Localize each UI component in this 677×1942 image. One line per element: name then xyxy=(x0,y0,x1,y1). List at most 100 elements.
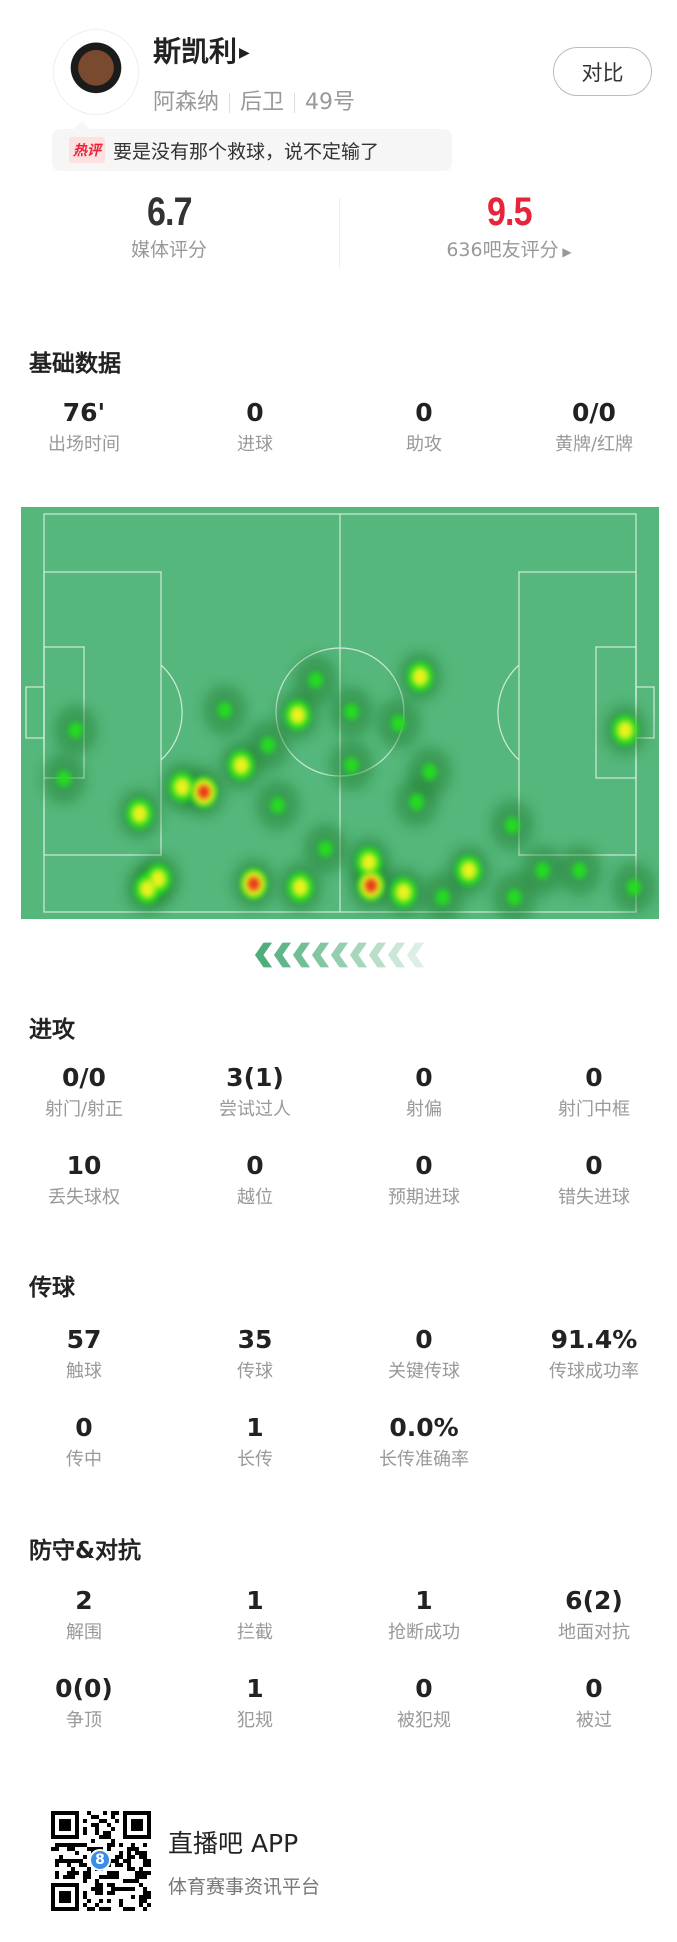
stat-value: 0 xyxy=(585,1151,603,1180)
heat-spot xyxy=(292,878,309,897)
heat-spot xyxy=(308,672,323,689)
heat-spot xyxy=(261,737,276,754)
section-attack-title: 进攻 xyxy=(29,1017,75,1043)
heat-spot xyxy=(391,715,406,732)
stat-label: 犯规 xyxy=(237,1710,273,1731)
stat-attack: 0/0 射门/射正 xyxy=(0,1063,169,1121)
stat-defense: 1 抢断成功 xyxy=(339,1586,509,1644)
player-name-text: 斯凯利 xyxy=(153,35,238,68)
stat-value: 0.0% xyxy=(389,1413,459,1442)
stat-basic: 0 助攻 xyxy=(339,398,509,456)
stat-label: 错失进球 xyxy=(558,1187,630,1208)
stat-value: 6(2) xyxy=(565,1586,623,1615)
app-name: 直播吧 APP xyxy=(168,1829,299,1858)
heat-spot xyxy=(460,861,477,880)
stat-label: 出场时间 xyxy=(48,434,120,455)
stat-label: 地面对抗 xyxy=(558,1622,630,1643)
stat-value: 91.4% xyxy=(550,1325,638,1354)
stat-label: 触球 xyxy=(66,1361,102,1382)
player-name[interactable]: 斯凯利 ▶ xyxy=(153,30,250,70)
stat-value: 0/0 xyxy=(572,398,616,427)
heat-spot xyxy=(409,793,424,811)
stat-value: 2 xyxy=(75,1586,93,1615)
stat-value: 0 xyxy=(585,1063,603,1092)
play-arrow-icon: ▶ xyxy=(239,45,250,61)
section-passing-title: 传球 xyxy=(29,1275,75,1301)
heat-spot xyxy=(174,777,191,797)
stat-defense: 0 被犯规 xyxy=(339,1674,509,1732)
heat-spot xyxy=(344,703,359,720)
heat-spot xyxy=(197,785,210,799)
stat-label: 长传准确率 xyxy=(379,1449,469,1470)
heat-spot xyxy=(318,840,333,857)
heat-spot xyxy=(131,804,148,823)
stat-label: 尝试过人 xyxy=(219,1099,291,1120)
heat-spot xyxy=(360,852,377,872)
stat-attack: 0 射门中框 xyxy=(509,1063,677,1121)
player-avatar[interactable] xyxy=(53,29,139,115)
stat-attack: 10 丢失球权 xyxy=(0,1151,169,1209)
chevron-left-icon xyxy=(254,942,273,968)
stat-passing: 57 触球 xyxy=(0,1325,169,1383)
stat-label: 传中 xyxy=(66,1449,102,1470)
stat-basic: 76' 出场时间 xyxy=(0,398,169,456)
shirt-number: 49号 xyxy=(305,90,356,115)
stat-label: 抢断成功 xyxy=(388,1622,460,1643)
heat-spot xyxy=(395,883,412,902)
stat-label: 助攻 xyxy=(406,434,442,455)
stat-attack: 0 越位 xyxy=(170,1151,340,1209)
stat-value: 0 xyxy=(415,398,433,427)
hot-comment[interactable]: 热评 要是没有那个救球，说不定输了 xyxy=(52,121,452,171)
stat-attack: 3(1) 尝试过人 xyxy=(170,1063,340,1121)
stat-label: 传球 xyxy=(237,1361,273,1382)
heat-spot xyxy=(572,862,587,879)
app-tagline: 体育赛事资讯平台 xyxy=(168,1876,321,1898)
stat-label: 被犯规 xyxy=(397,1710,451,1731)
media-rating-label: 媒体评分 xyxy=(130,239,207,261)
stat-attack: 0 预期进球 xyxy=(339,1151,509,1209)
stat-value: 1 xyxy=(415,1586,433,1615)
attack-direction-arrows xyxy=(254,942,426,968)
stat-defense: 0(0) 争顶 xyxy=(0,1674,169,1732)
heat-spot xyxy=(617,721,634,740)
stat-passing: 35 传球 xyxy=(170,1325,340,1383)
stat-value: 0 xyxy=(415,1325,433,1354)
player-meta: 阿森纳 后卫 49号 xyxy=(153,84,355,116)
fan-rating[interactable]: 9.5 636吧友评分 ▶ xyxy=(340,190,677,262)
chevron-left-icon xyxy=(349,942,368,968)
stat-passing: 0 关键传球 xyxy=(339,1325,509,1383)
stat-value: 0 xyxy=(75,1413,93,1442)
compare-button[interactable]: 对比 xyxy=(553,47,652,96)
heat-spot xyxy=(626,879,641,896)
stat-defense: 0 被过 xyxy=(509,1674,677,1732)
heat-spots xyxy=(41,651,656,919)
hot-comment-text: 要是没有那个救球，说不定输了 xyxy=(113,140,380,163)
stat-label: 拦截 xyxy=(237,1622,273,1643)
chevron-left-icon xyxy=(330,942,349,968)
fan-rating-label: 636吧友评分 xyxy=(446,239,559,261)
section-basic-title: 基础数据 xyxy=(29,351,121,377)
section-defense-title: 防守&对抗 xyxy=(29,1538,142,1564)
stat-passing: 1 长传 xyxy=(170,1413,340,1471)
stat-attack: 0 错失进球 xyxy=(509,1151,677,1209)
position: 后卫 xyxy=(240,90,285,115)
stat-label: 射门/射正 xyxy=(44,1099,124,1120)
chevron-left-icon xyxy=(406,942,425,968)
hot-tag: 热评 xyxy=(69,137,105,163)
heat-spot xyxy=(422,763,437,781)
stat-attack: 0 射偏 xyxy=(339,1063,509,1121)
stat-defense: 1 犯规 xyxy=(170,1674,340,1732)
stat-value: 0 xyxy=(415,1063,433,1092)
stat-label: 被过 xyxy=(576,1710,612,1731)
divider xyxy=(339,198,340,268)
stat-value: 0 xyxy=(415,1674,433,1703)
stat-defense: 2 解围 xyxy=(0,1586,169,1644)
heat-spot xyxy=(412,667,429,686)
stat-passing: 91.4% 传球成功率 xyxy=(509,1325,677,1383)
stat-label: 射偏 xyxy=(406,1099,442,1120)
stat-label: 丢失球权 xyxy=(48,1187,120,1208)
heat-spot xyxy=(505,817,520,834)
stat-value: 10 xyxy=(66,1151,102,1180)
heat-spot xyxy=(435,889,450,906)
stat-value: 0 xyxy=(585,1674,603,1703)
